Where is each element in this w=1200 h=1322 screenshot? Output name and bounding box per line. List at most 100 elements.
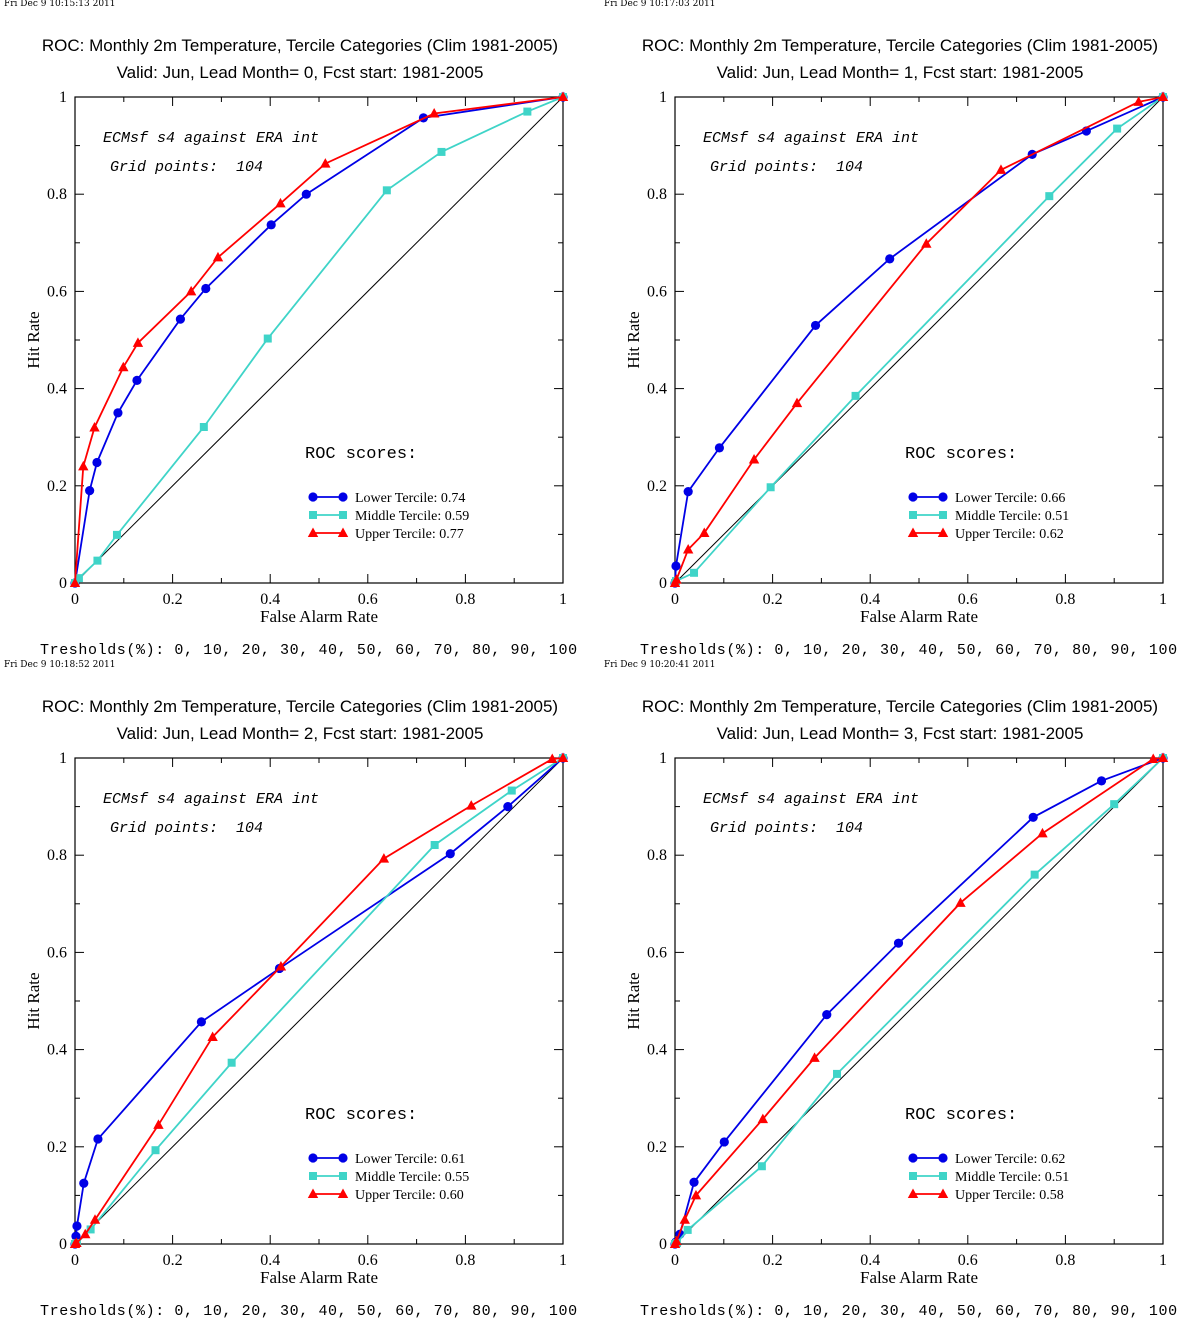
- series-point-2: [809, 1052, 820, 1062]
- x-axis-title: False Alarm Rate: [260, 1268, 378, 1287]
- series-line-2: [674, 96, 1164, 584]
- legend-marker: [907, 527, 919, 537]
- y-tick-label: 1: [59, 750, 67, 767]
- legend-marker: [909, 1172, 917, 1180]
- x-axis-title: False Alarm Rate: [860, 607, 978, 626]
- y-axis-title: Hit Rate: [24, 311, 43, 368]
- legend-marker: [908, 492, 918, 502]
- annotation-grid-points: Grid points: 104: [110, 159, 263, 176]
- series-point-0: [93, 1134, 103, 1144]
- series-point-2: [320, 158, 331, 168]
- y-tick-label: 0.2: [647, 478, 667, 495]
- series-point-0: [445, 849, 455, 859]
- series-point-2: [428, 108, 440, 118]
- series-point-2: [185, 285, 197, 296]
- annotation-model: ECMsf s4 against ERA int: [703, 130, 919, 147]
- series-point-1: [93, 556, 102, 565]
- legend-marker: [308, 492, 318, 502]
- legend-marker: [339, 1172, 347, 1180]
- x-axis-title: False Alarm Rate: [860, 1268, 978, 1287]
- series-point-2: [212, 251, 224, 262]
- legend-marker: [907, 1188, 919, 1198]
- y-tick-label: 0.4: [47, 381, 67, 398]
- series-point-1: [430, 840, 439, 849]
- series-point-2: [557, 91, 569, 101]
- timestamp: Fri Dec 9 10:18:52 2011: [4, 660, 116, 670]
- x-tick-label: 0.6: [358, 591, 378, 608]
- series-point-0: [689, 1177, 699, 1187]
- y-tick-label: 0.8: [647, 186, 667, 203]
- series-point-1: [74, 574, 83, 583]
- series-line-2: [674, 757, 1164, 1245]
- series-point-2: [671, 1235, 682, 1246]
- legend-label: Upper Tercile: 0.58: [955, 1188, 1064, 1203]
- legend-label: Middle Tercile: 0.59: [355, 509, 469, 524]
- y-tick-label: 0: [659, 575, 667, 592]
- series-point-0: [201, 283, 211, 294]
- series-line-0: [74, 757, 564, 1245]
- x-tick-label: 0.2: [763, 1252, 783, 1269]
- y-tick-label: 0.4: [647, 1042, 667, 1059]
- y-tick-label: 0.6: [647, 283, 667, 300]
- y-tick-label: 0.8: [647, 847, 667, 864]
- legend-marker: [338, 492, 348, 502]
- series-point-0: [885, 254, 895, 264]
- y-tick-label: 0: [59, 575, 67, 592]
- series-point-1: [690, 568, 699, 577]
- roc-scores-title: ROC scores:: [905, 445, 1017, 464]
- y-tick-label: 0.6: [647, 944, 667, 961]
- legend-marker: [309, 511, 317, 519]
- annotation-model: ECMsf s4 against ERA int: [103, 791, 319, 808]
- series-point-2: [118, 361, 129, 372]
- x-tick-label: 0.4: [860, 1252, 880, 1269]
- series-point-1: [86, 1225, 95, 1234]
- legend-label: Lower Tercile: 0.74: [355, 491, 465, 506]
- roc-plot: 0 0.2 0.4 0.6 0.8 1 0 0.2 0.4 0.6 0.8 1 False Alarm …: [24, 89, 569, 626]
- roc-panel-lead-0: Fri Dec 9 10:15:13 2011 ROC: Monthly 2m …: [0, 0, 600, 661]
- chart-title: ROC: Monthly 2m Temperature, Tercile Cat…: [641, 36, 1159, 55]
- series-point-0: [301, 189, 311, 199]
- legend-marker: [908, 1153, 918, 1163]
- series-point-2: [699, 527, 710, 537]
- y-tick-label: 1: [659, 89, 667, 106]
- x-tick-label: 1: [1159, 591, 1167, 608]
- chart-title: ROC: Monthly 2m Temperature, Tercile Cat…: [641, 697, 1159, 716]
- x-tick-label: 0.6: [958, 591, 978, 608]
- series-point-1: [1110, 800, 1119, 809]
- legend-marker: [307, 1188, 319, 1198]
- no-skill-diagonal: [674, 757, 1164, 1245]
- roc-plot: 0 0.2 0.4 0.6 0.8 1 0 0.2 0.4 0.6 0.8 1 False Alarm …: [24, 750, 569, 1287]
- y-axis-title: Hit Rate: [624, 972, 643, 1029]
- series-point-2: [466, 800, 477, 810]
- series-point-0: [85, 486, 95, 496]
- series-line-1: [74, 96, 564, 584]
- x-axis-title: False Alarm Rate: [260, 607, 378, 626]
- series-point-0: [714, 443, 725, 453]
- y-axis-title: Hit Rate: [24, 972, 43, 1029]
- series-point-1: [766, 483, 775, 492]
- x-tick-label: 0: [671, 591, 679, 608]
- roc-plot: 0 0.2 0.4 0.6 0.8 1 0 0.2 0.4 0.6 0.8 1 False Alarm …: [624, 750, 1169, 1287]
- y-tick-label: 0.2: [47, 478, 67, 495]
- series-point-2: [71, 1237, 82, 1248]
- series-point-2: [275, 960, 287, 971]
- series-point-0: [1096, 776, 1107, 786]
- series-point-1: [263, 334, 272, 343]
- roc-panel-lead-2: Fri Dec 9 10:18:52 2011 ROC: Monthly 2m …: [0, 660, 600, 1322]
- legend-marker: [308, 1153, 318, 1163]
- series-point-1: [437, 147, 446, 156]
- series-point-1: [851, 391, 860, 400]
- chart-subtitle: Valid: Jun, Lead Month= 2, Fcst start: 1…: [116, 724, 484, 743]
- legend-label: Lower Tercile: 0.62: [955, 1152, 1065, 1167]
- series-point-1: [523, 107, 532, 116]
- x-tick-label: 1: [559, 591, 567, 608]
- series-point-1: [199, 422, 208, 431]
- series-point-2: [757, 1113, 769, 1124]
- y-tick-label: 1: [659, 750, 667, 767]
- series-point-0: [810, 320, 821, 331]
- series-point-1: [112, 530, 121, 539]
- roc-scores-title: ROC scores:: [305, 445, 417, 464]
- chart-subtitle: Valid: Jun, Lead Month= 1, Fcst start: 1…: [716, 63, 1084, 82]
- thresholds-label: Tresholds(%): 0, 10, 20, 30, 40, 50, 60,…: [40, 1303, 578, 1320]
- timestamp: Fri Dec 9 10:17:03 2011: [604, 0, 716, 9]
